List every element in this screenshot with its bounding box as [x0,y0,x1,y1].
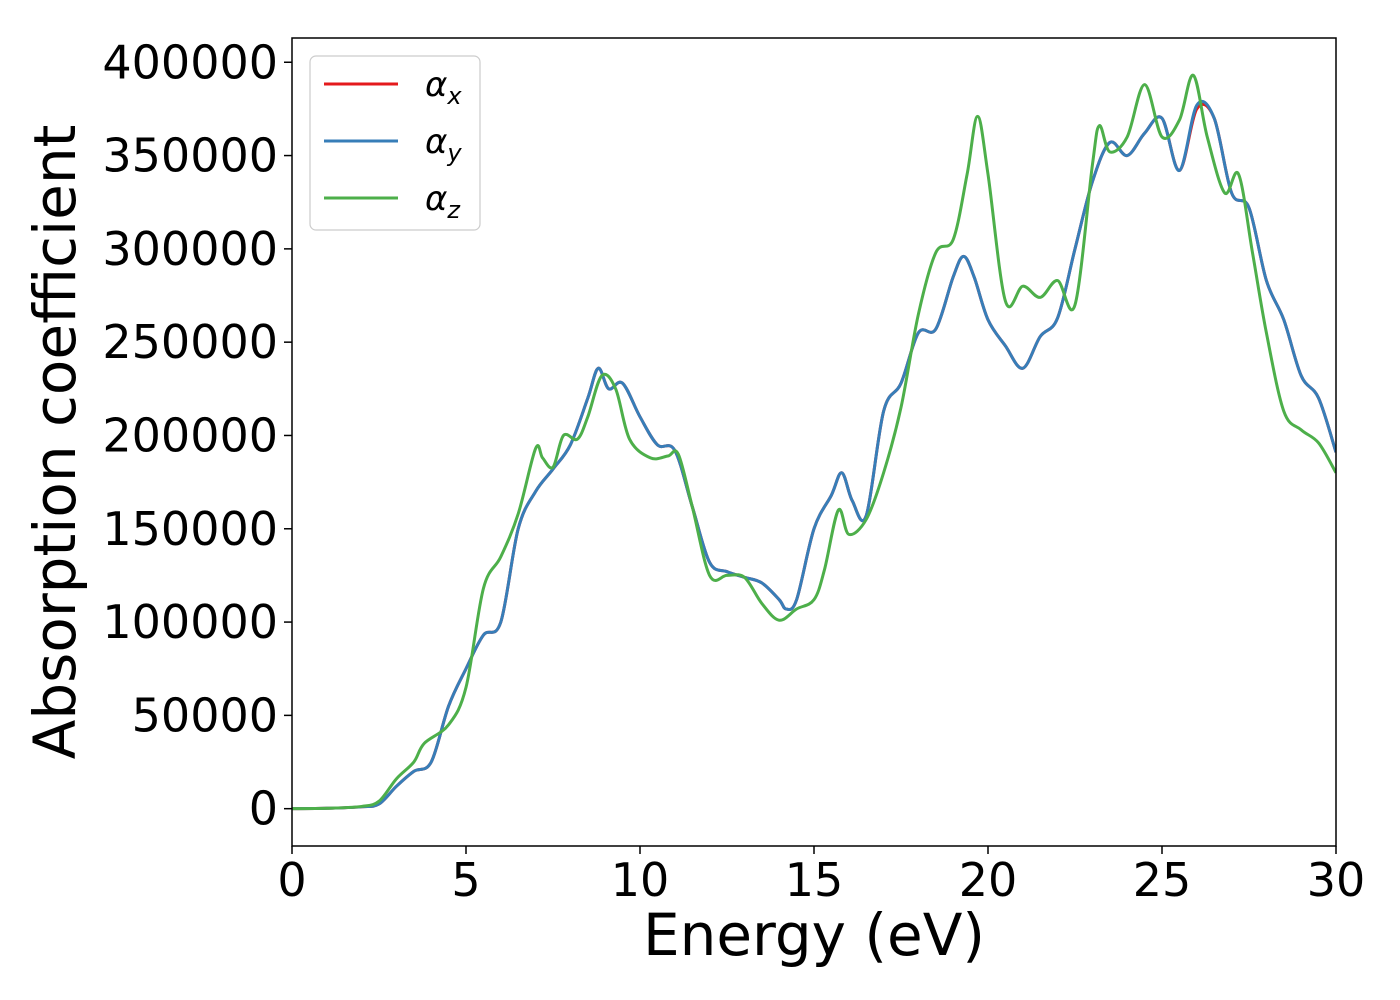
x-axis-label: Energy (eV) [643,901,985,969]
x-tick-label: 0 [277,853,306,907]
x-tick-label: 25 [1133,853,1192,907]
y-axis-label: Absorption coefficient [21,125,89,760]
x-tick-label: 20 [959,853,1018,907]
x-tick-label: 10 [611,853,670,907]
y-tick-label: 0 [249,782,278,836]
y-tick-label: 100000 [102,595,278,649]
legend: αx αy αz [309,55,481,231]
y-tick-label: 150000 [102,502,278,556]
legend-box [309,55,481,231]
y-tick-label: 400000 [102,35,278,89]
y-tick-label: 350000 [102,129,278,183]
legend-label-alpha-y: αy [425,122,462,167]
x-tick-label: 30 [1307,853,1366,907]
x-axis-ticks: 0 5 10 15 20 25 30 [277,846,1365,907]
x-tick-label: 5 [451,853,480,907]
y-tick-label: 300000 [102,222,278,276]
y-tick-label: 50000 [132,688,278,742]
y-tick-label: 200000 [102,408,278,462]
y-tick-label: 250000 [102,315,278,369]
x-tick-label: 15 [785,853,844,907]
legend-label-alpha-z: αz [425,179,461,224]
series-line-alpha-y [292,99,1336,811]
series-layer [292,73,1336,811]
y-axis-ticks: 0 50000 100000 150000 200000 250000 300000 3500… [102,35,292,836]
series-line-alpha-z [292,73,1336,811]
legend-label-alpha-x: αx [425,65,462,110]
